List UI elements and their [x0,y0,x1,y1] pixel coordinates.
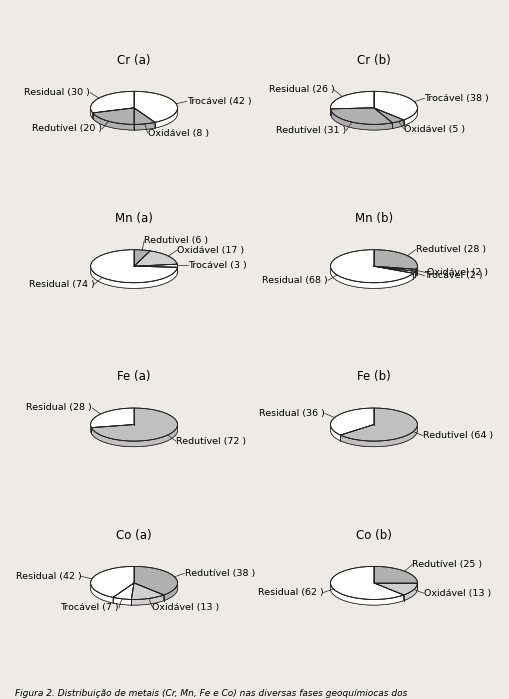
Text: Redutível (31 ): Redutível (31 ) [276,126,346,135]
Title: Fe (a): Fe (a) [117,370,151,383]
Text: Oxidável (2 ): Oxidável (2 ) [427,268,488,278]
Polygon shape [113,598,131,605]
Polygon shape [91,584,113,603]
Text: Redutível (72 ): Redutível (72 ) [176,437,246,446]
Title: Co (a): Co (a) [116,528,152,542]
Ellipse shape [330,572,417,605]
Polygon shape [91,92,134,113]
Polygon shape [330,109,392,130]
Text: Redutível (64 ): Redutível (64 ) [423,431,493,440]
Text: Residual (30 ): Residual (30 ) [24,88,90,97]
Text: Residual (68 ): Residual (68 ) [262,275,328,284]
Polygon shape [330,584,404,605]
Text: Oxidável (8 ): Oxidável (8 ) [148,129,209,138]
Polygon shape [91,250,178,282]
Polygon shape [404,108,417,126]
Text: Trocável (2 ): Trocável (2 ) [425,271,483,280]
Polygon shape [330,408,374,435]
Title: Cr (a): Cr (a) [117,54,151,66]
Text: Redutível (25 ): Redutível (25 ) [412,560,483,569]
Polygon shape [91,408,134,428]
Polygon shape [91,267,178,289]
Polygon shape [415,269,417,277]
Polygon shape [341,426,417,447]
Title: Mn (b): Mn (b) [355,212,393,225]
Ellipse shape [91,255,178,289]
Polygon shape [134,251,177,266]
Polygon shape [413,271,415,279]
Polygon shape [134,250,150,266]
Polygon shape [392,120,404,129]
Polygon shape [341,408,417,441]
Polygon shape [131,595,164,605]
Polygon shape [331,268,413,289]
Polygon shape [330,92,374,109]
Ellipse shape [91,414,178,447]
Ellipse shape [330,414,417,447]
Polygon shape [134,108,155,124]
Polygon shape [91,108,93,119]
Text: Residual (28 ): Residual (28 ) [26,403,92,412]
Polygon shape [91,425,92,433]
Polygon shape [134,566,178,595]
Text: Redutível (38 ): Redutível (38 ) [185,569,255,578]
Text: Redutível (20 ): Redutível (20 ) [32,124,102,134]
Title: Mn (a): Mn (a) [115,212,153,225]
Polygon shape [113,583,134,600]
Polygon shape [134,122,155,130]
Title: Cr (b): Cr (b) [357,54,391,66]
Polygon shape [374,250,417,269]
Text: Oxidável (17 ): Oxidável (17 ) [177,246,244,254]
Ellipse shape [330,97,417,130]
Polygon shape [330,426,341,441]
Text: Residual (74 ): Residual (74 ) [29,280,95,289]
Polygon shape [92,426,178,447]
Text: Trocável (7 ): Trocável (7 ) [60,603,119,612]
Text: Residual (62 ): Residual (62 ) [258,588,323,597]
Polygon shape [404,583,417,600]
Text: Trocável (38 ): Trocável (38 ) [425,94,489,103]
Polygon shape [93,113,134,130]
Polygon shape [374,583,417,595]
Polygon shape [164,583,178,600]
Polygon shape [374,266,417,271]
Title: Fe (b): Fe (b) [357,370,391,383]
Polygon shape [330,566,404,600]
Text: Redutível (6 ): Redutível (6 ) [144,236,208,245]
Text: Figura 2. Distribuição de metais (Cr, Mn, Fe e Co) nas diversas fases geoquímioc: Figura 2. Distribuição de metais (Cr, Mn… [15,689,408,698]
Text: Oxidável (13 ): Oxidável (13 ) [153,603,220,612]
Title: Co (b): Co (b) [356,528,392,542]
Text: Residual (26 ): Residual (26 ) [269,85,334,94]
Polygon shape [131,583,164,600]
Text: Redutível (28 ): Redutível (28 ) [416,245,486,254]
Text: Oxidável (13 ): Oxidável (13 ) [424,589,491,598]
Text: Oxidável (5 ): Oxidável (5 ) [405,125,466,134]
Polygon shape [155,109,178,128]
Ellipse shape [91,97,178,130]
Polygon shape [330,108,392,124]
Polygon shape [374,566,417,583]
Text: Residual (36 ): Residual (36 ) [259,409,325,418]
Polygon shape [374,266,415,273]
Ellipse shape [91,572,178,605]
Polygon shape [134,264,178,267]
Text: Trocável (42 ): Trocável (42 ) [187,97,251,106]
Polygon shape [330,250,413,282]
Polygon shape [374,92,417,120]
Ellipse shape [330,255,417,289]
Polygon shape [374,108,404,123]
Polygon shape [92,408,178,441]
Polygon shape [134,92,178,122]
Polygon shape [91,566,134,598]
Polygon shape [93,108,134,124]
Text: Residual (42 ): Residual (42 ) [16,572,81,581]
Text: Trocável (3 ): Trocável (3 ) [188,261,247,270]
